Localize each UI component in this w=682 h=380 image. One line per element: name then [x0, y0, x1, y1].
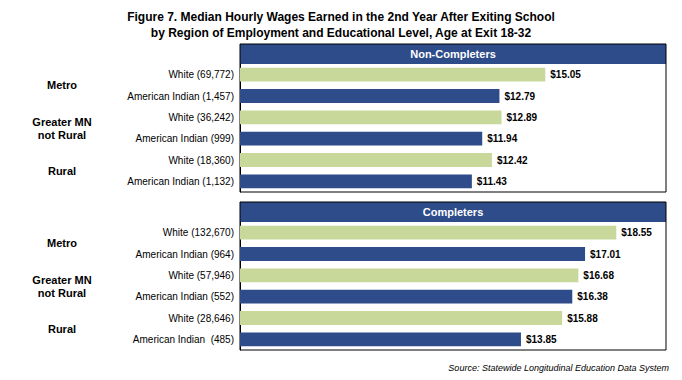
svg-text:$12.42: $12.42 [497, 155, 528, 166]
svg-text:$11.94: $11.94 [487, 133, 517, 144]
svg-text:$15.88: $15.88 [567, 313, 598, 324]
svg-text:Non-Completers: Non-Completers [410, 48, 496, 60]
svg-text:$18.55: $18.55 [621, 227, 652, 238]
svg-text:White (57,946): White (57,946) [168, 270, 234, 281]
svg-text:$12.89: $12.89 [506, 112, 537, 123]
svg-text:$12.79: $12.79 [504, 91, 535, 102]
svg-text:White (132,670): White (132,670) [163, 227, 234, 238]
svg-text:American Indian (964): American Indian (964) [136, 249, 234, 260]
svg-text:Completers: Completers [423, 206, 484, 218]
svg-text:Figure 7. Median Hourly Wages: Figure 7. Median Hourly Wages Earned in … [127, 10, 555, 24]
svg-text:$11.43: $11.43 [477, 176, 507, 187]
svg-text:Greater MN: Greater MN [32, 274, 91, 286]
svg-text:Source: Statewide Longitudinal: Source: Statewide Longitudinal Education… [448, 363, 669, 373]
svg-text:Metro: Metro [47, 79, 77, 91]
svg-text:American Indian (999): American Indian (999) [136, 133, 234, 144]
svg-text:$16.38: $16.38 [577, 291, 608, 302]
svg-text:American Indian (1,457): American Indian (1,457) [127, 91, 234, 102]
svg-text:American Indian (552): American Indian (552) [136, 291, 234, 302]
svg-text:Greater MN: Greater MN [32, 116, 91, 128]
svg-text:not Rural: not Rural [38, 287, 86, 299]
svg-text:$13.85: $13.85 [526, 334, 557, 345]
svg-text:White (36,242): White (36,242) [168, 112, 234, 123]
svg-text:not Rural: not Rural [38, 129, 86, 141]
svg-text:Rural: Rural [48, 323, 76, 335]
svg-text:American Indian (485): American Indian (485) [133, 334, 234, 345]
svg-text:$16.68: $16.68 [583, 270, 614, 281]
svg-text:Rural: Rural [48, 165, 76, 177]
svg-text:by Region of Employment and Ed: by Region of Employment and Educational … [151, 26, 532, 40]
svg-text:$17.01: $17.01 [590, 249, 621, 260]
svg-text:White (18,360): White (18,360) [168, 155, 234, 166]
svg-text:American Indian (1,132): American Indian (1,132) [127, 176, 234, 187]
svg-text:White (28,646): White (28,646) [168, 313, 234, 324]
svg-text:Metro: Metro [47, 237, 77, 249]
svg-text:White (69,772): White (69,772) [168, 69, 234, 80]
svg-text:$15.05: $15.05 [550, 69, 581, 80]
